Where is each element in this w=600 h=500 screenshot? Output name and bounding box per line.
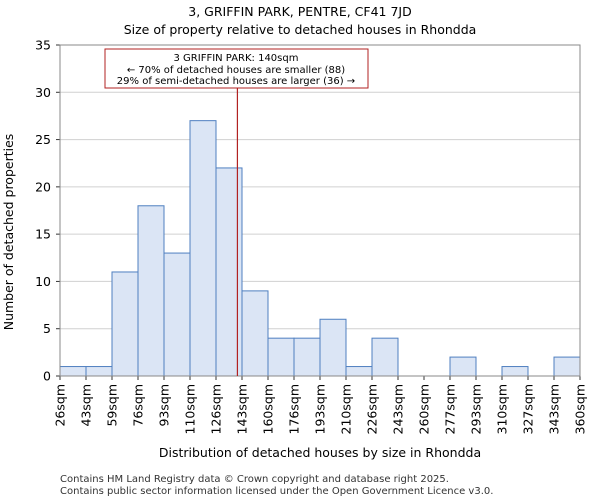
x-axis-ticks: 26sqm 43sqm 59sqm 76sqm 93sqm 110sqm 126sqm 143… <box>53 376 588 434</box>
x-tick-label: 226sqm <box>365 384 380 434</box>
y-tick-label: 0 <box>43 369 51 384</box>
x-tick-label: 176sqm <box>287 384 302 434</box>
y-axis-label: Number of detached properties <box>1 134 16 331</box>
bar-176sqm <box>293 337 321 377</box>
x-tick-label: 26sqm <box>53 384 68 427</box>
bars <box>59 120 581 377</box>
x-tick-label: 160sqm <box>261 384 276 434</box>
bar-210sqm <box>345 366 373 377</box>
y-axis-ticks: 0 5 10 15 20 25 30 35 <box>35 38 60 384</box>
bar-110sqm <box>189 120 217 377</box>
bar-26sqm <box>59 366 87 377</box>
x-tick-label: 260sqm <box>417 384 432 434</box>
plot-frame <box>59 44 581 377</box>
bar-126sqm <box>215 167 243 377</box>
annotation-line-3: 29% of semi-detached houses are larger (… <box>117 76 355 87</box>
x-tick-label: 277sqm <box>443 384 458 434</box>
footer-line-2: Contains public sector information licen… <box>60 486 493 497</box>
x-tick-label: 126sqm <box>209 384 224 434</box>
bar-193sqm <box>319 318 347 377</box>
x-tick-label: 193sqm <box>313 384 328 434</box>
x-tick-label: 327sqm <box>521 384 536 434</box>
x-tick-label: 293sqm <box>469 384 484 434</box>
bar-93sqm <box>163 252 191 377</box>
annotation-frame <box>104 48 369 89</box>
y-tick-label: 5 <box>43 321 51 336</box>
y-tick-label: 25 <box>35 132 51 147</box>
bar-226sqm <box>371 337 399 377</box>
chart-subtitle: Size of property relative to detached ho… <box>124 22 477 37</box>
bar-310sqm <box>501 366 529 377</box>
x-tick-label: 243sqm <box>391 384 406 434</box>
bar-277sqm <box>449 356 477 377</box>
bar-76sqm <box>137 205 165 377</box>
y-tick-label: 20 <box>35 179 51 194</box>
x-axis-label: Distribution of detached houses by size … <box>159 445 481 460</box>
x-tick-label: 143sqm <box>235 384 250 434</box>
y-tick-label: 30 <box>35 85 51 100</box>
annotation-box: 3 GRIFFIN PARK: 140sqm ← 70% of detached… <box>104 48 369 89</box>
x-tick-label: 93sqm <box>157 384 172 427</box>
bar-43sqm <box>85 366 113 377</box>
bar-343sqm <box>553 356 581 377</box>
x-tick-label: 343sqm <box>547 384 562 434</box>
x-tick-label: 76sqm <box>131 384 146 427</box>
x-tick-label: 310sqm <box>495 384 510 434</box>
x-tick-label: 110sqm <box>183 384 198 434</box>
y-tick-label: 35 <box>35 38 51 53</box>
bar-143sqm <box>241 290 269 377</box>
bar-59sqm <box>111 271 139 377</box>
x-tick-label: 360sqm <box>573 384 588 434</box>
chart-title: 3, GRIFFIN PARK, PENTRE, CF41 7JD <box>188 4 411 19</box>
x-tick-label: 59sqm <box>105 384 120 427</box>
footer-line-1: Contains HM Land Registry data © Crown c… <box>60 474 449 485</box>
x-tick-label: 210sqm <box>339 384 354 434</box>
annotation-line-1: 3 GRIFFIN PARK: 140sqm <box>174 53 299 64</box>
bar-160sqm <box>267 337 295 377</box>
y-tick-label: 15 <box>35 227 51 242</box>
x-tick-label: 43sqm <box>79 384 94 427</box>
annotation-line-2: ← 70% of detached houses are smaller (88… <box>127 65 345 76</box>
y-tick-label: 10 <box>35 274 51 289</box>
